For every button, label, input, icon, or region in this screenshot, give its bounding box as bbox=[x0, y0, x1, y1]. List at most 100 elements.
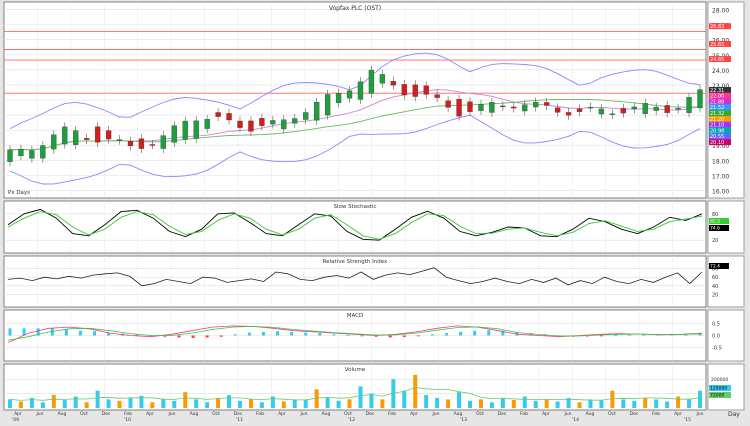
x-tick-label: Feb bbox=[520, 411, 528, 417]
volume-bar bbox=[665, 401, 670, 408]
price-tag bbox=[709, 98, 731, 105]
volume-bar bbox=[391, 379, 396, 408]
candle bbox=[193, 120, 199, 139]
volume-bar bbox=[446, 399, 451, 408]
x-tick-label: Feb bbox=[256, 411, 264, 417]
candle bbox=[412, 84, 418, 97]
candle bbox=[642, 103, 648, 114]
stochastic-k-line bbox=[7, 208, 703, 241]
candle bbox=[182, 120, 188, 140]
y-tick-label: 0.0 bbox=[712, 334, 720, 340]
candle bbox=[248, 120, 254, 132]
candle bbox=[127, 141, 134, 147]
macd-histogram-bar bbox=[529, 333, 533, 336]
x-year-label: '13 bbox=[460, 417, 467, 422]
volume-bar bbox=[325, 397, 330, 408]
volume-bar bbox=[29, 397, 34, 408]
candle bbox=[149, 144, 156, 146]
candle bbox=[390, 81, 396, 86]
volume-bar bbox=[139, 395, 144, 408]
volume-bar bbox=[511, 400, 516, 408]
volume-bar bbox=[457, 392, 462, 408]
price-tag bbox=[709, 133, 731, 140]
candle bbox=[478, 104, 484, 111]
moving-average-long bbox=[9, 98, 701, 151]
x-tick-label: Jun bbox=[167, 411, 175, 417]
macd-histogram-bar bbox=[78, 330, 82, 336]
x-tick-label: Jun bbox=[563, 411, 571, 417]
volume-bar bbox=[281, 401, 286, 408]
y-tick-label: 80 bbox=[712, 212, 718, 218]
chart-title: Vopfax PLC (OST) bbox=[329, 5, 381, 12]
x-tick-label: Oct bbox=[344, 411, 352, 417]
legend-tag bbox=[709, 218, 729, 224]
volume-bar bbox=[643, 397, 648, 408]
macd-histogram-bar bbox=[304, 332, 308, 336]
candle bbox=[29, 150, 35, 159]
macd-histogram-bar bbox=[191, 335, 195, 338]
macd-histogram-bar bbox=[50, 328, 54, 336]
volume-bar bbox=[216, 397, 221, 408]
y-tick-label: 20 bbox=[712, 292, 718, 298]
rsi-line bbox=[7, 267, 703, 287]
candle bbox=[160, 135, 166, 149]
candle bbox=[105, 130, 112, 140]
candle bbox=[445, 100, 451, 108]
price-tag bbox=[709, 40, 731, 47]
volume-bar bbox=[413, 374, 418, 408]
x-year-label: '14 bbox=[572, 417, 579, 422]
volume-bar bbox=[500, 397, 505, 408]
price-tag bbox=[709, 86, 731, 93]
candle bbox=[84, 138, 90, 140]
volume-bar bbox=[522, 396, 527, 408]
price-tag-label: 22.00 bbox=[710, 94, 724, 100]
volume-bar bbox=[161, 399, 166, 408]
candle bbox=[511, 106, 517, 109]
price-tag-label: 21.88 bbox=[710, 99, 724, 105]
x-tick-label: Dec bbox=[630, 411, 639, 417]
candle bbox=[576, 108, 583, 112]
price-tag-label: 20.55 bbox=[710, 134, 724, 140]
legend-tag-label: 72000 bbox=[710, 393, 724, 399]
volume-bar bbox=[468, 400, 472, 408]
x-year-label: '11 bbox=[236, 417, 243, 422]
legend-tag-label: 125000 bbox=[710, 386, 727, 392]
panel-title: MACD bbox=[347, 313, 364, 319]
bollinger-lower bbox=[9, 114, 701, 185]
candle bbox=[467, 101, 473, 112]
candle bbox=[116, 139, 123, 141]
macd-signal-line bbox=[7, 325, 703, 341]
macd-histogram-bar bbox=[8, 328, 12, 336]
candle bbox=[533, 101, 539, 108]
x-tick-label: Aug bbox=[454, 411, 463, 417]
macd-histogram-bar bbox=[64, 329, 68, 336]
x-tick-label: Dec bbox=[366, 411, 375, 417]
panel-frame bbox=[3, 255, 707, 308]
macd-histogram-bar bbox=[360, 335, 364, 337]
volume-bar bbox=[303, 400, 308, 408]
price-tag-label: 21.10 bbox=[710, 123, 724, 129]
volume-bar bbox=[84, 402, 89, 408]
volume-bar bbox=[62, 400, 67, 408]
y-tick-label: 24.00 bbox=[712, 68, 729, 75]
candle bbox=[554, 107, 561, 113]
macd-histogram-bar bbox=[163, 335, 167, 337]
x-tick-label: Apr bbox=[410, 411, 418, 417]
volume-bar bbox=[347, 399, 352, 408]
x-tick-label: Feb bbox=[388, 411, 396, 417]
panel-title: Slow Stochastic bbox=[333, 204, 376, 210]
volume-bar bbox=[478, 399, 483, 408]
price-tag bbox=[709, 121, 731, 128]
y-tick-label: 60 bbox=[712, 275, 718, 281]
macd-histogram-bar bbox=[22, 328, 26, 336]
volume-bar bbox=[238, 400, 242, 408]
y-tick-label: 28.00 bbox=[712, 8, 729, 15]
candle bbox=[324, 94, 331, 116]
price-tag bbox=[709, 127, 731, 134]
candle bbox=[587, 106, 594, 109]
x-tick-label: Aug bbox=[58, 411, 67, 417]
price-tag bbox=[709, 115, 731, 122]
macd-histogram-bar bbox=[290, 331, 294, 336]
price-tag bbox=[709, 92, 731, 99]
